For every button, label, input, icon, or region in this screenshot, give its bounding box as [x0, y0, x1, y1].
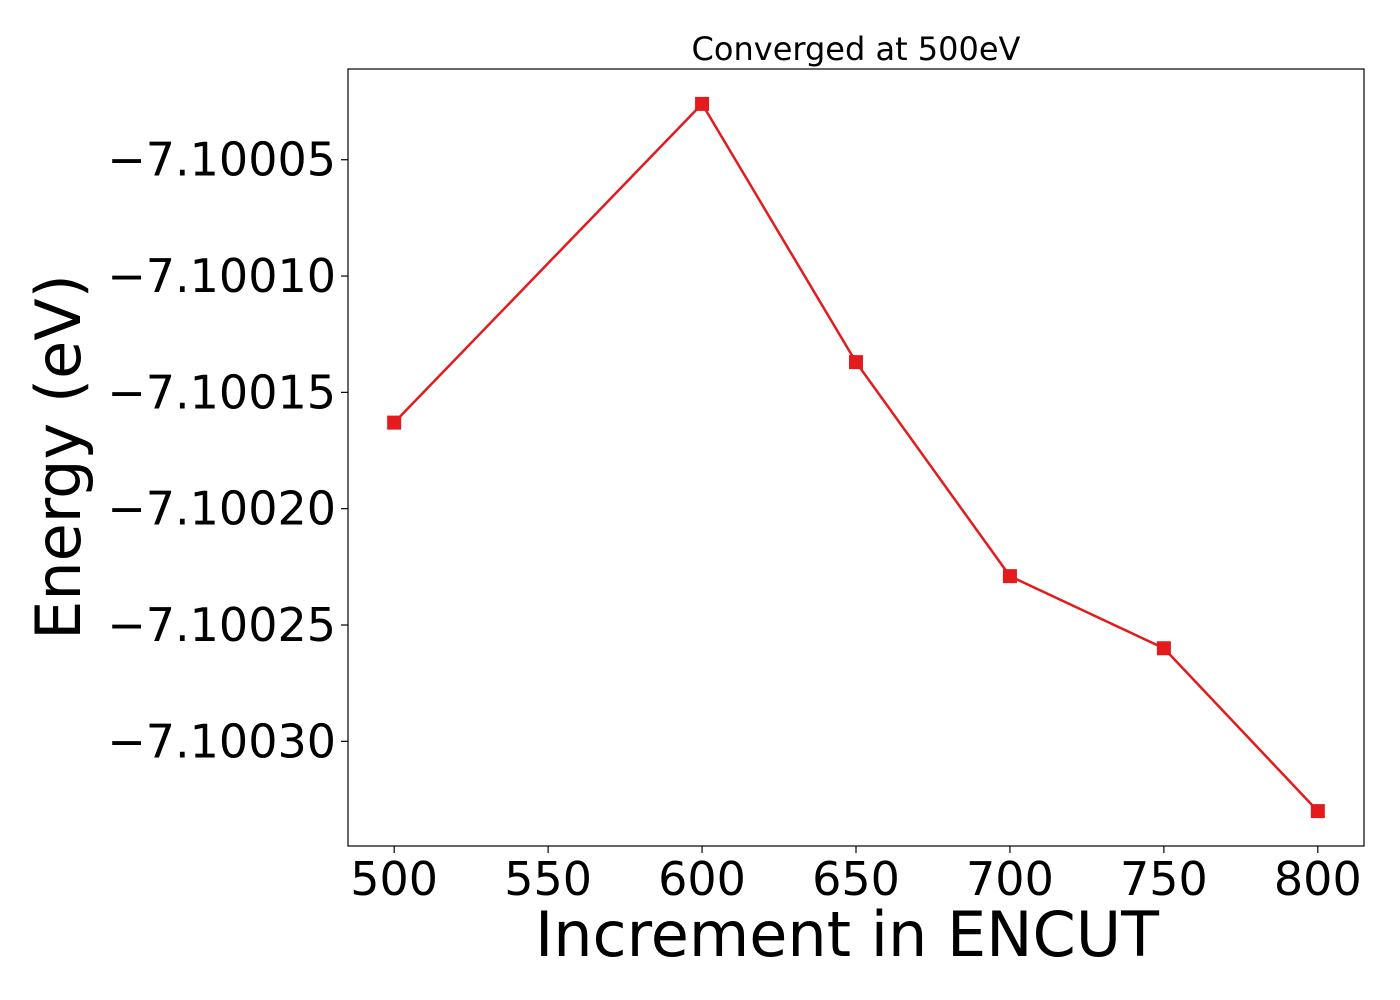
series-layer [387, 96, 1325, 819]
plot-area [348, 69, 1364, 846]
data-point-marker [849, 355, 863, 370]
data-point-marker [695, 96, 710, 111]
x-tick-label: 800 [1274, 852, 1362, 906]
plot-frame [347, 68, 1365, 847]
y-tick-label: −7.10030 [107, 714, 336, 768]
data-point-marker [1310, 804, 1325, 819]
x-tick-label: 500 [350, 852, 438, 906]
x-tick-label: 750 [1120, 852, 1208, 906]
x-tick-label: 600 [658, 852, 746, 906]
y-tick-label: −7.10025 [107, 598, 336, 652]
y-axis-ticks: −7.10005 −7.10010 −7.10015 −7.10020 −7.10025… [107, 133, 348, 768]
chart-title: Converged at 500eV [692, 30, 1021, 68]
data-point-marker [387, 415, 402, 430]
y-tick-label: −7.10015 [107, 365, 336, 419]
x-axis-ticks: 500 550 600 650 700 750 800 [350, 846, 1362, 906]
y-axis-title: Energy (eV) [22, 274, 95, 640]
y-tick-label: −7.10010 [107, 249, 336, 303]
y-tick-label: −7.10005 [107, 133, 336, 187]
data-point-marker [1156, 641, 1171, 656]
y-tick-label: −7.10020 [107, 482, 336, 536]
x-axis-title: Increment in ENCUT [535, 898, 1160, 971]
x-tick-label: 550 [504, 852, 592, 906]
data-point-marker [1002, 569, 1017, 584]
series-line [393, 102, 1319, 812]
x-tick-label: 700 [966, 852, 1054, 906]
x-tick-label: 650 [812, 852, 900, 906]
